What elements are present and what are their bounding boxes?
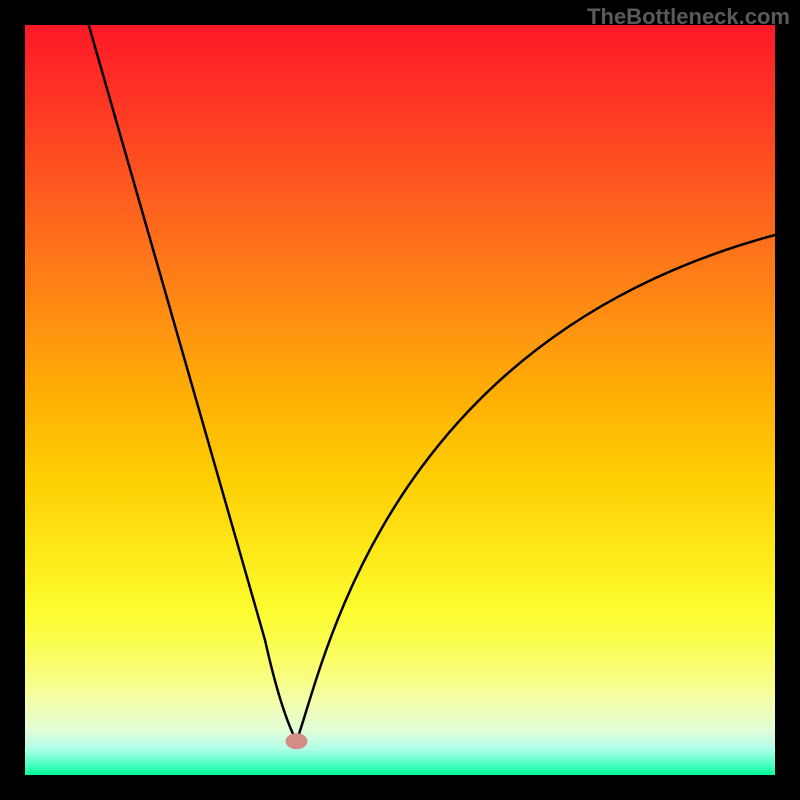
bottleneck-chart	[0, 0, 800, 800]
chart-container: TheBottleneck.com	[0, 0, 800, 800]
watermark-label: TheBottleneck.com	[587, 4, 790, 30]
